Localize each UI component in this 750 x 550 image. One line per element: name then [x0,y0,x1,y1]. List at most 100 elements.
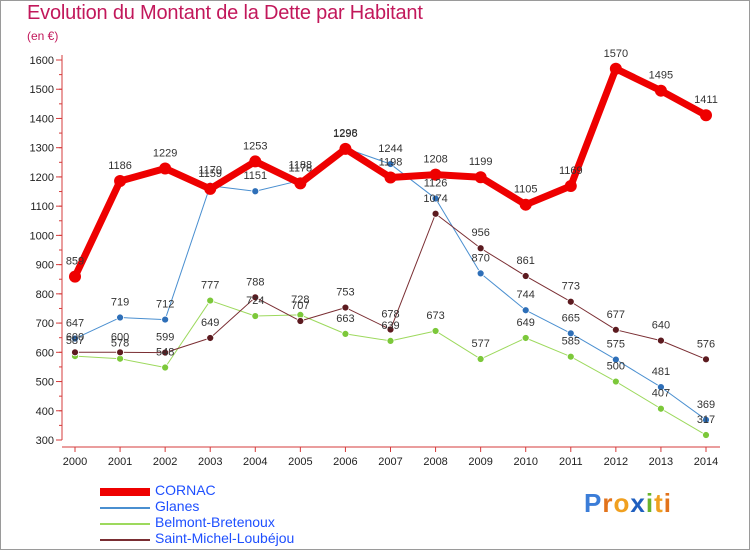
logo-letter: i [645,488,655,518]
x-tick-label: 2012 [604,456,628,468]
data-label: 1411 [694,94,718,106]
data-point [384,171,397,184]
data-point [611,355,620,364]
data-point [71,348,79,357]
data-label: 724 [246,295,264,307]
data-label: 1253 [243,140,267,152]
y-tick-label: 700 [36,318,54,330]
data-label: 587 [66,335,84,347]
data-label: 773 [562,281,580,293]
data-point [566,297,575,306]
data-label: 600 [111,331,129,343]
data-point [161,315,170,324]
data-label: 663 [336,313,354,325]
x-tick-label: 2006 [333,456,357,468]
data-label: 1208 [423,154,447,166]
data-label: 369 [697,399,715,411]
x-tick-label: 2004 [243,456,267,468]
data-point [702,415,710,424]
data-label: 956 [471,227,489,239]
data-label: 788 [246,276,264,288]
data-label: 575 [607,339,625,351]
data-label: 744 [517,289,535,301]
legend-swatch [100,523,150,525]
data-label: 1178 [289,162,313,174]
legend-swatch [100,539,150,541]
unit-label: (en €) [27,29,59,43]
logo-letter: P [584,488,603,518]
data-label: 481 [652,366,670,378]
data-point [161,348,170,357]
data-point [611,377,620,386]
data-label: 578 [111,338,129,350]
data-label: 639 [381,320,399,332]
data-label: 1151 [243,170,267,182]
data-label: 1074 [423,193,447,205]
data-label: 647 [66,318,84,330]
data-point [386,325,395,334]
chart-axes: 300 400 500 600 700 800 900 1000 1100 1200 1300 140… [30,55,720,468]
data-label: 577 [471,338,489,350]
chart-data-labels: 647 719 712 1170 1151 1188 1298 1244 1126 870 744 6… [66,48,718,426]
data-label: 861 [517,255,535,267]
data-point [431,209,440,218]
logo-letter: o [613,488,631,518]
y-tick-label: 1400 [30,113,54,125]
data-label: 640 [652,320,670,332]
x-tick-label: 2005 [288,456,312,468]
data-label: 576 [697,338,715,350]
data-point [431,327,440,335]
y-tick-label: 500 [36,377,54,389]
data-point [339,142,352,155]
data-point [431,194,440,203]
y-tick-label: 800 [36,289,54,301]
data-label: 665 [562,312,580,324]
data-point [159,162,172,175]
data-point [474,171,487,184]
data-point [386,337,395,345]
y-tick-label: 1500 [30,84,54,96]
y-tick-label: 400 [36,406,54,418]
data-point [564,179,577,192]
x-tick-label: 2014 [694,456,718,468]
data-point [341,303,350,312]
data-label: 649 [201,317,219,329]
data-point [251,187,260,196]
chart-series [69,62,712,439]
data-label: 600 [66,331,84,343]
data-label: 1199 [469,156,493,168]
data-point [521,334,530,342]
data-label: 712 [156,299,174,311]
data-point [251,293,260,302]
data-point [206,296,215,305]
legend-label: Belmont-Bretenoux [155,514,275,530]
data-label: 585 [562,336,580,348]
data-point [519,198,532,211]
data-label: 1296 [333,128,357,140]
data-point [294,177,307,190]
data-point [702,431,710,439]
logo-letter: x [630,488,646,518]
y-tick-label: 1200 [30,172,54,184]
data-point [476,269,485,278]
data-point [566,329,575,338]
x-tick-label: 2003 [198,456,222,468]
data-point [657,336,665,345]
data-point [161,363,170,372]
data-label: 753 [336,287,354,299]
data-point [657,404,665,413]
data-label: 1198 [379,157,403,169]
data-point [566,352,575,361]
x-tick-label: 2007 [378,456,402,468]
data-point [114,175,127,188]
y-tick-label: 600 [36,347,54,359]
data-point [116,348,124,357]
data-label: 673 [426,310,444,322]
x-tick-label: 2009 [468,456,492,468]
legend-label: Glanes [155,498,200,514]
data-label: 548 [156,347,174,359]
data-label: 1105 [514,184,538,196]
data-label: 707 [291,300,309,312]
data-point [71,334,79,343]
